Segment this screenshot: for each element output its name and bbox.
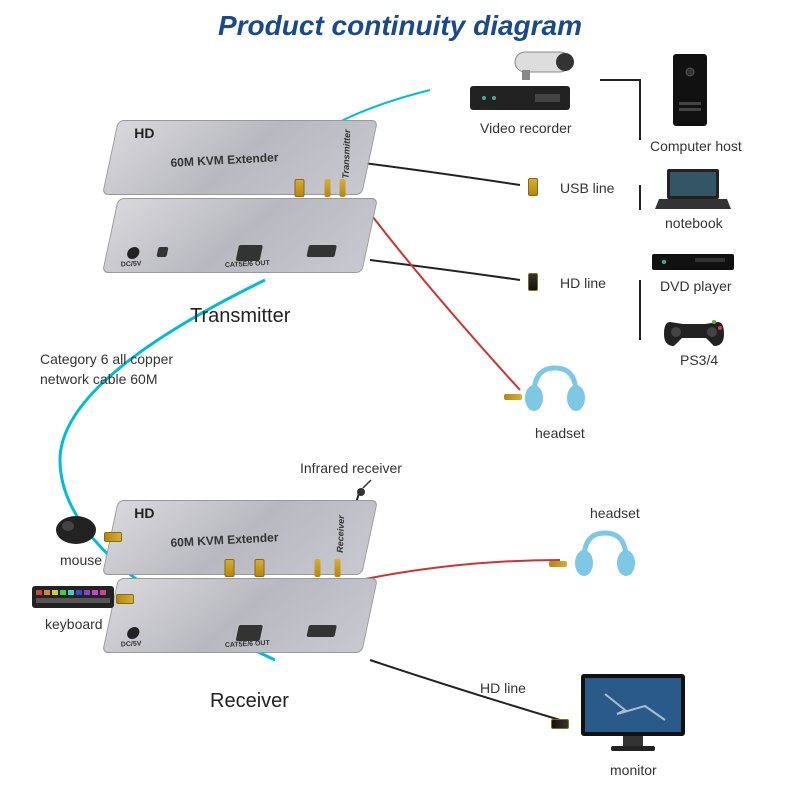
page-title: Product continuity diagram bbox=[0, 10, 800, 42]
ps34-icon bbox=[660, 308, 730, 353]
ps34-label: PS3/4 bbox=[680, 352, 718, 368]
notebook-icon bbox=[655, 165, 735, 215]
computer-host-icon bbox=[665, 52, 715, 132]
monitor-label: monitor bbox=[610, 762, 657, 778]
receiver-label: Receiver bbox=[210, 690, 289, 713]
transmitter-label: Transmitter bbox=[190, 305, 290, 328]
transmitter-box: HD 60M KVM Extender Transmitter DC/5V CA… bbox=[110, 120, 390, 270]
computer-host-label: Computer host bbox=[650, 138, 742, 154]
notebook-label: notebook bbox=[665, 215, 723, 231]
headset-top-label: headset bbox=[535, 425, 585, 441]
brand-hd: HD bbox=[134, 125, 154, 141]
dvd-player-icon bbox=[650, 250, 740, 275]
headset-bottom-label: headset bbox=[590, 505, 640, 521]
side-text-rx: Receiver bbox=[335, 515, 346, 553]
infrared-label: Infrared receiver bbox=[300, 460, 402, 476]
network-cable-label: Category 6 all copper network cable 60M bbox=[40, 350, 220, 389]
monitor-icon bbox=[575, 670, 695, 760]
keyboard-label: keyboard bbox=[45, 616, 103, 632]
mouse-icon bbox=[50, 510, 105, 550]
video-recorder-icon bbox=[460, 50, 590, 120]
port-dc-rx: DC/5V bbox=[121, 640, 142, 648]
dvd-player-label: DVD player bbox=[660, 278, 732, 294]
port-cat-rx: CAT5E/6 OUT bbox=[225, 640, 270, 649]
keyboard-icon bbox=[30, 582, 120, 614]
product-name: 60M KVM Extender bbox=[170, 150, 279, 170]
headset-top-icon bbox=[520, 360, 590, 420]
receiver-box: HD 60M KVM Extender Receiver DC/5V CAT5E… bbox=[110, 500, 390, 650]
mouse-label: mouse bbox=[60, 552, 102, 568]
side-text: Transmitter bbox=[341, 129, 353, 179]
hd-line-bottom-label: HD line bbox=[480, 680, 526, 696]
port-dc: DC/5V bbox=[121, 260, 142, 268]
brand-hd-rx: HD bbox=[134, 505, 154, 521]
product-name-rx: 60M KVM Extender bbox=[170, 530, 279, 550]
headset-bottom-icon bbox=[570, 525, 640, 585]
hd-line-top-label: HD line bbox=[560, 275, 606, 291]
infrared-icon bbox=[355, 478, 375, 498]
usb-line-label: USB line bbox=[560, 180, 614, 196]
port-cat: CAT5E/6 OUT bbox=[225, 260, 270, 269]
video-recorder-label: Video recorder bbox=[480, 120, 572, 136]
